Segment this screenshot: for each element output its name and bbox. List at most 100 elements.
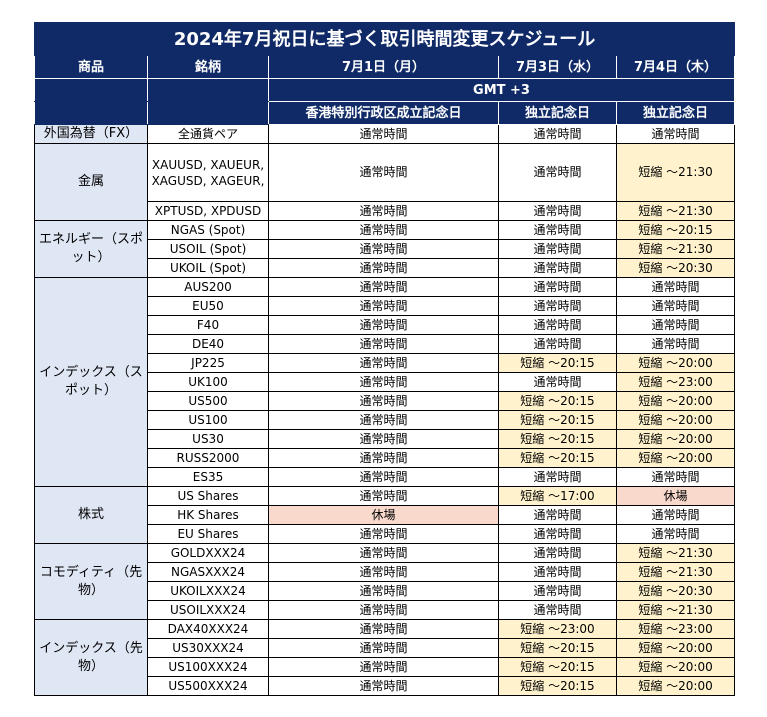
hours-cell-d3: 短縮 ～21:30 bbox=[615, 562, 736, 582]
hours-cell-d1: 通常時間 bbox=[268, 467, 499, 487]
header-date-jul1: 7月1日（月） bbox=[268, 55, 499, 79]
hours-cell-d2: 通常時間 bbox=[498, 543, 617, 563]
hours-cell-d2: 通常時間 bbox=[498, 124, 617, 144]
hours-cell-d2: 短縮 ～20:15 bbox=[498, 676, 617, 696]
hours-cell-d1: 通常時間 bbox=[268, 391, 499, 411]
schedule-table-body: 外国為替（FX） 全通貨ペア 通常時間 通常時間 通常時間 金属 XAUUSD, XAUEU… bbox=[34, 124, 736, 696]
hours-cell-d3: 通常時間 bbox=[615, 467, 736, 487]
hours-cell-d2: 短縮 ～23:00 bbox=[498, 619, 617, 639]
hours-cell-d2: 通常時間 bbox=[498, 581, 617, 601]
table-row: US500XXX24 通常時間 短縮 ～20:15 短縮 ～20:00 bbox=[35, 676, 736, 696]
table-row: USOILXXX24 通常時間 通常時間 短縮 ～21:30 bbox=[35, 600, 736, 620]
category-cell: 金属 bbox=[34, 143, 148, 221]
hours-cell-d1: 通常時間 bbox=[268, 600, 499, 620]
symbol-cell: US30XXX24 bbox=[147, 638, 269, 658]
hours-cell-d3: 通常時間 bbox=[615, 124, 736, 144]
table-row: 金属 XAUUSD, XAUEUR, XAGUSD, XAGEUR, 通常時間 通常時… bbox=[34, 143, 736, 221]
header-timezone: GMT +3 bbox=[267, 78, 736, 102]
hours-cell-d3: 短縮 ～21:30 bbox=[615, 143, 736, 202]
table-row: DE40 通常時間 通常時間 通常時間 bbox=[35, 334, 736, 354]
hours-cell-d1: 通常時間 bbox=[268, 220, 499, 240]
hours-cell-d1: 通常時間 bbox=[268, 258, 499, 278]
hours-cell-d1: 通常時間 bbox=[268, 581, 499, 601]
symbol-cell: EU50 bbox=[147, 296, 269, 316]
hours-cell-d2: 短縮 ～20:15 bbox=[498, 448, 617, 468]
header-product: 商品 bbox=[34, 55, 148, 79]
symbol-cell: USOILXXX24 bbox=[147, 600, 269, 620]
hours-cell-d2: 通常時間 bbox=[498, 258, 617, 278]
hours-cell-d1: 通常時間 bbox=[268, 124, 499, 144]
symbol-cell: NGAS (Spot) bbox=[147, 220, 269, 240]
hours-cell-d1: 通常時間 bbox=[268, 676, 499, 696]
table-row: US30 通常時間 短縮 ～20:15 短縮 ～20:00 bbox=[35, 429, 736, 449]
hours-cell-d1: 通常時間 bbox=[268, 201, 499, 221]
table-row: EU50 通常時間 通常時間 通常時間 bbox=[35, 296, 736, 316]
hours-cell-d2: 短縮 ～20:15 bbox=[498, 391, 617, 411]
hours-cell-d3: 短縮 ～20:00 bbox=[615, 429, 736, 449]
hours-cell-d3: 短縮 ～23:00 bbox=[615, 372, 736, 392]
table-title: 2024年7月祝日に基づく取引時間変更スケジュール bbox=[33, 22, 736, 56]
hours-cell-d3: 短縮 ～21:30 bbox=[615, 600, 736, 620]
hours-cell-d3: 短縮 ～21:30 bbox=[615, 239, 736, 259]
hours-cell-d3: 短縮 ～21:30 bbox=[615, 201, 736, 221]
hours-cell-d2: 通常時間 bbox=[498, 296, 617, 316]
hours-cell-d3: 短縮 ～20:30 bbox=[615, 258, 736, 278]
hours-cell-d3: 通常時間 bbox=[615, 315, 736, 335]
hours-cell-d2: 通常時間 bbox=[498, 372, 617, 392]
table-row: ES35 通常時間 通常時間 通常時間 bbox=[35, 467, 736, 487]
hours-cell-d2: 短縮 ～20:15 bbox=[498, 657, 617, 677]
symbol-cell: EU Shares bbox=[147, 524, 269, 544]
hours-cell-d1: 通常時間 bbox=[268, 277, 499, 297]
table-row: RUSS2000 通常時間 短縮 ～20:15 短縮 ～20:00 bbox=[35, 448, 736, 468]
hours-cell-d3: 短縮 ～23:00 bbox=[615, 619, 736, 639]
category-cell: エネルギー（スポット） bbox=[34, 220, 148, 278]
hours-cell-d1: 通常時間 bbox=[268, 562, 499, 582]
hours-cell-d3: 短縮 ～20:30 bbox=[615, 581, 736, 601]
symbol-cell: NGASXXX24 bbox=[147, 562, 269, 582]
hours-cell-d2: 通常時間 bbox=[498, 239, 617, 259]
hours-cell-d2: 短縮 ～20:15 bbox=[498, 353, 617, 373]
hours-cell-d3: 通常時間 bbox=[615, 277, 736, 297]
hours-cell-d2: 通常時間 bbox=[498, 562, 617, 582]
table-row: UKOIL (Spot) 通常時間 通常時間 短縮 ～20:30 bbox=[35, 258, 736, 278]
symbol-cell: USOIL (Spot) bbox=[147, 239, 269, 259]
hours-cell-d1: 休場 bbox=[268, 505, 499, 525]
hours-cell-d2: 通常時間 bbox=[498, 220, 617, 240]
header-date-jul4: 7月4日（木） bbox=[615, 55, 736, 79]
hours-cell-d3: 短縮 ～20:00 bbox=[615, 391, 736, 411]
hours-cell-d2: 短縮 ～20:15 bbox=[498, 638, 617, 658]
hours-cell-d1: 通常時間 bbox=[268, 315, 499, 335]
hours-cell-d2: 通常時間 bbox=[498, 143, 617, 202]
table-row: JP225 通常時間 短縮 ～20:15 短縮 ～20:00 bbox=[35, 353, 736, 373]
hours-cell-d3: 通常時間 bbox=[615, 505, 736, 525]
hours-cell-d2: 短縮 ～20:15 bbox=[498, 410, 617, 430]
hours-cell-d1: 通常時間 bbox=[268, 524, 499, 544]
hours-cell-d3: 短縮 ～21:30 bbox=[615, 543, 736, 563]
hours-cell-d1: 通常時間 bbox=[268, 410, 499, 430]
symbol-cell: XPTUSD, XPDUSD bbox=[147, 201, 269, 221]
hours-cell-d3: 通常時間 bbox=[615, 334, 736, 354]
symbol-cell: US30 bbox=[147, 429, 269, 449]
table-row: エネルギー（スポット） NGAS (Spot) 通常時間 通常時間 短縮 ～20:15 bbox=[34, 220, 736, 278]
header-blank bbox=[147, 101, 269, 125]
hours-cell-d3: 通常時間 bbox=[615, 524, 736, 544]
hours-cell-d3: 短縮 ～20:00 bbox=[615, 410, 736, 430]
header-holiday-jul1: 香港特別行政区成立記念日 bbox=[268, 101, 499, 125]
hours-cell-d1: 通常時間 bbox=[268, 543, 499, 563]
hours-cell-d2: 通常時間 bbox=[498, 524, 617, 544]
symbol-cell: 全通貨ペア bbox=[147, 124, 269, 144]
hours-cell-d3: 短縮 ～20:00 bbox=[615, 657, 736, 677]
hours-cell-d2: 通常時間 bbox=[498, 467, 617, 487]
symbol-cell: UKOIL (Spot) bbox=[147, 258, 269, 278]
category-cell: 株式 bbox=[34, 486, 148, 544]
hours-cell-d3: 短縮 ～20:00 bbox=[615, 353, 736, 373]
hours-cell-d2: 通常時間 bbox=[498, 277, 617, 297]
hours-cell-d2: 短縮 ～17:00 bbox=[498, 486, 617, 506]
table-row: UK100 通常時間 通常時間 短縮 ～23:00 bbox=[35, 372, 736, 392]
header-holiday-jul3: 独立記念日 bbox=[498, 101, 617, 125]
hours-cell-d1: 通常時間 bbox=[268, 372, 499, 392]
category-cell: インデックス（先物） bbox=[34, 619, 148, 696]
category-cell: 外国為替（FX） bbox=[34, 124, 148, 144]
symbol-cell: UK100 bbox=[147, 372, 269, 392]
table-row: USOIL (Spot) 通常時間 通常時間 短縮 ～21:30 bbox=[35, 239, 736, 259]
